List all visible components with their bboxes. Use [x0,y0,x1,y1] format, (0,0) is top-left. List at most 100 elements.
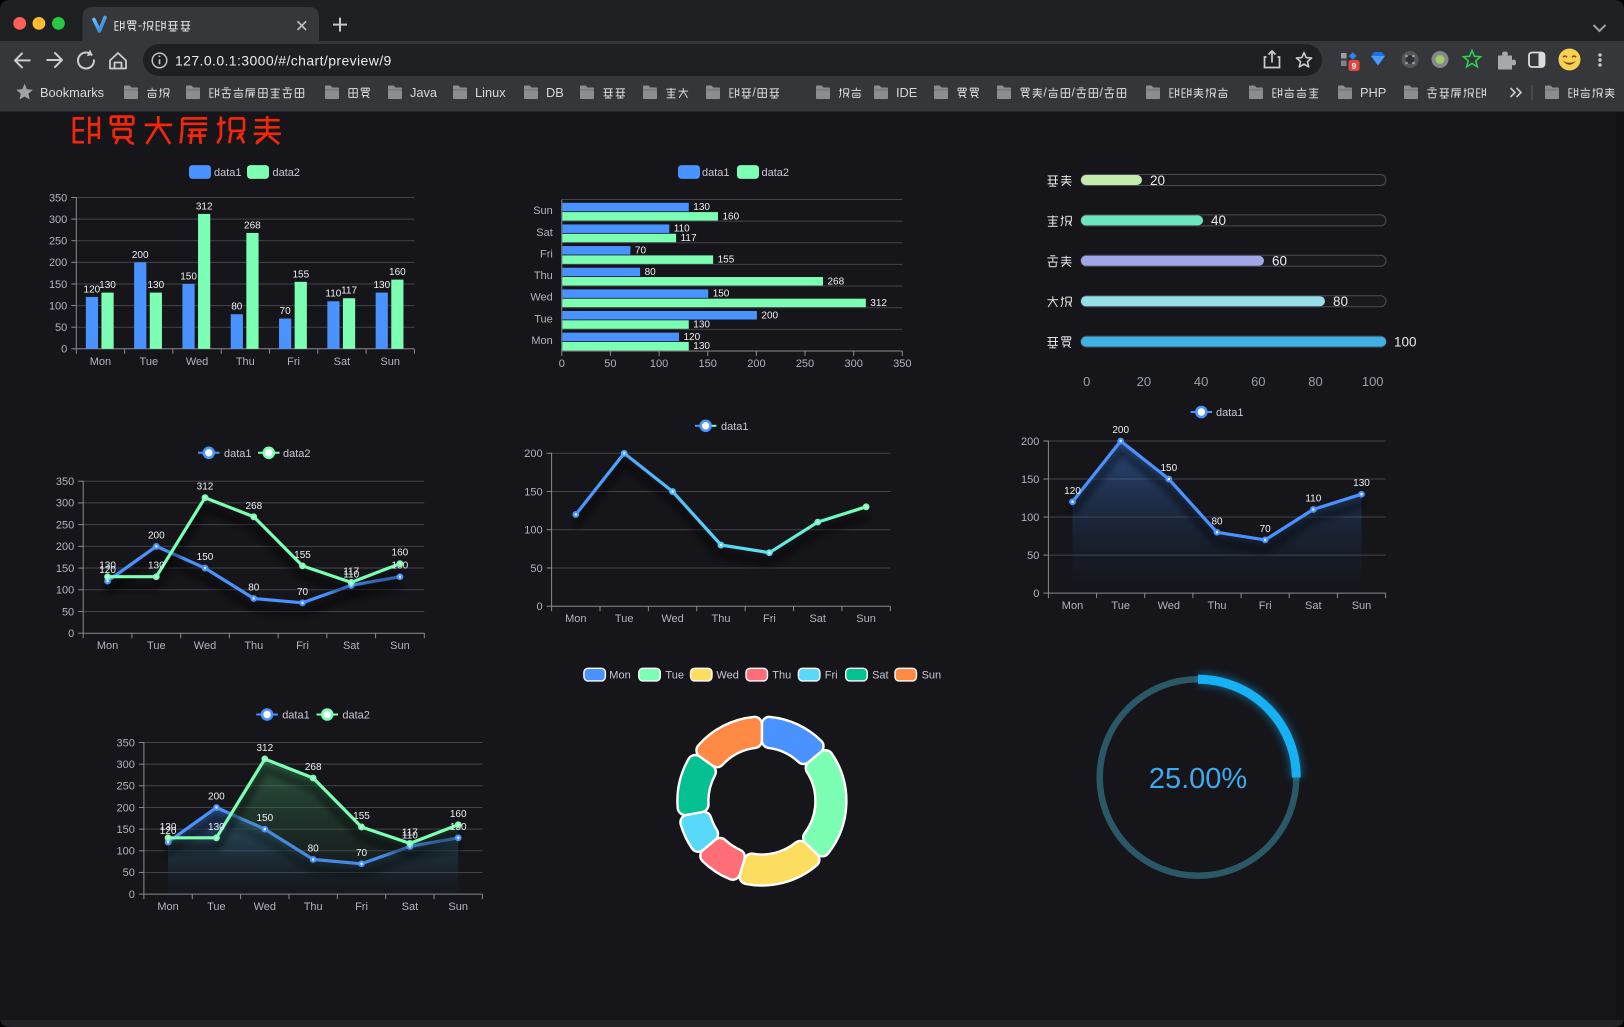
svg-text:40: 40 [1211,213,1226,228]
svg-text:Thu: Thu [534,270,553,282]
svg-text:130: 130 [1353,478,1370,489]
svg-text:268: 268 [305,762,322,773]
svg-text:120: 120 [160,826,177,837]
svg-text:127.0.0.1:3000/#/chart/preview: 127.0.0.1:3000/#/chart/preview/9 [175,52,392,68]
svg-text:200: 200 [1021,436,1039,448]
svg-text:Fri: Fri [540,248,553,260]
svg-text:Wed: Wed [661,613,683,625]
svg-text:110: 110 [1305,493,1321,504]
svg-text:200: 200 [148,530,165,541]
svg-text:200: 200 [56,541,74,553]
svg-text:117: 117 [681,233,697,244]
svg-text:150: 150 [1021,474,1039,486]
svg-text:Fri: Fri [825,670,838,682]
svg-text:Mon: Mon [1062,600,1083,612]
svg-text:350: 350 [893,358,911,370]
svg-text:50: 50 [604,358,616,370]
svg-text:312: 312 [197,482,214,493]
svg-text:Sat: Sat [872,670,889,682]
svg-text:-: - [138,19,142,33]
svg-text:120: 120 [99,565,116,576]
svg-text:Thu: Thu [304,901,323,913]
svg-text:40: 40 [1194,374,1208,389]
svg-text:130: 130 [693,202,710,213]
svg-text:data1: data1 [282,710,310,722]
svg-text:0: 0 [68,628,74,640]
svg-text:150: 150 [56,563,74,575]
svg-text:200: 200 [132,250,149,261]
svg-text:DB: DB [546,85,564,100]
svg-text:200: 200 [747,358,765,370]
svg-text:100: 100 [1394,334,1417,349]
svg-text:150: 150 [1160,463,1177,474]
svg-text:155: 155 [292,269,309,280]
svg-text:100: 100 [49,300,67,312]
svg-text:data1: data1 [214,167,242,179]
svg-text:60: 60 [1251,374,1265,389]
svg-text:150: 150 [256,813,273,824]
svg-text:300: 300 [49,214,67,226]
svg-text:Tue: Tue [665,670,684,682]
svg-text:70: 70 [356,848,368,859]
svg-text:160: 160 [450,809,467,820]
svg-text:/: / [752,86,756,100]
svg-text:130: 130 [693,320,710,331]
svg-text:150: 150 [713,289,730,300]
svg-text:50: 50 [123,867,135,879]
svg-text:110: 110 [402,831,418,842]
svg-text:150: 150 [197,552,214,563]
svg-text:200: 200 [1112,425,1129,436]
svg-text:Sat: Sat [536,227,553,239]
svg-text:200: 200 [524,448,542,460]
svg-text:350: 350 [49,192,67,204]
svg-text:/: / [1072,86,1076,100]
svg-text:0: 0 [129,889,135,901]
svg-text:120: 120 [1064,486,1081,497]
svg-text:268: 268 [828,276,845,287]
svg-text:50: 50 [1027,550,1039,562]
svg-text:160: 160 [392,548,409,559]
svg-text:Tue: Tue [147,640,166,652]
svg-text:350: 350 [117,737,135,749]
svg-text:PHP: PHP [1360,85,1386,100]
svg-text:250: 250 [56,519,74,531]
svg-text:80: 80 [1333,294,1348,309]
svg-text:300: 300 [56,498,74,510]
svg-text:50: 50 [62,606,74,618]
svg-text:Sat: Sat [334,356,351,368]
svg-text:250: 250 [796,358,814,370]
svg-text:80: 80 [1308,374,1322,389]
svg-text:117: 117 [343,566,359,577]
svg-text:70: 70 [635,245,647,256]
svg-text:Fri: Fri [355,901,368,913]
svg-text:100: 100 [1021,512,1039,524]
svg-text:Mon: Mon [565,613,586,625]
svg-text:Sat: Sat [1305,600,1322,612]
svg-text:data2: data2 [283,448,311,460]
svg-text:Fri: Fri [287,356,300,368]
svg-text:200: 200 [117,802,135,814]
svg-text:117: 117 [402,827,418,838]
svg-text:120: 120 [84,284,101,295]
svg-text:150: 150 [49,279,67,291]
svg-text:Tue: Tue [1111,600,1130,612]
svg-text:130: 130 [373,280,390,291]
svg-text:data1: data1 [702,167,730,179]
svg-text:110: 110 [325,289,341,300]
svg-text:130: 130 [693,341,710,352]
svg-text:Thu: Thu [712,613,731,625]
svg-text:155: 155 [353,811,370,822]
svg-text:Thu: Thu [244,640,263,652]
svg-text:Sun: Sun [448,901,468,913]
svg-text:Sun: Sun [533,205,553,217]
svg-text:Thu: Thu [772,670,791,682]
svg-text:Wed: Wed [1158,600,1180,612]
svg-text:268: 268 [245,501,262,512]
svg-text:80: 80 [248,583,260,594]
svg-text:Sun: Sun [1352,600,1372,612]
svg-text:20: 20 [1150,173,1165,188]
svg-text:200: 200 [761,310,778,321]
svg-text:100: 100 [650,358,668,370]
svg-text:100: 100 [117,846,135,858]
svg-text:130: 130 [160,822,177,833]
